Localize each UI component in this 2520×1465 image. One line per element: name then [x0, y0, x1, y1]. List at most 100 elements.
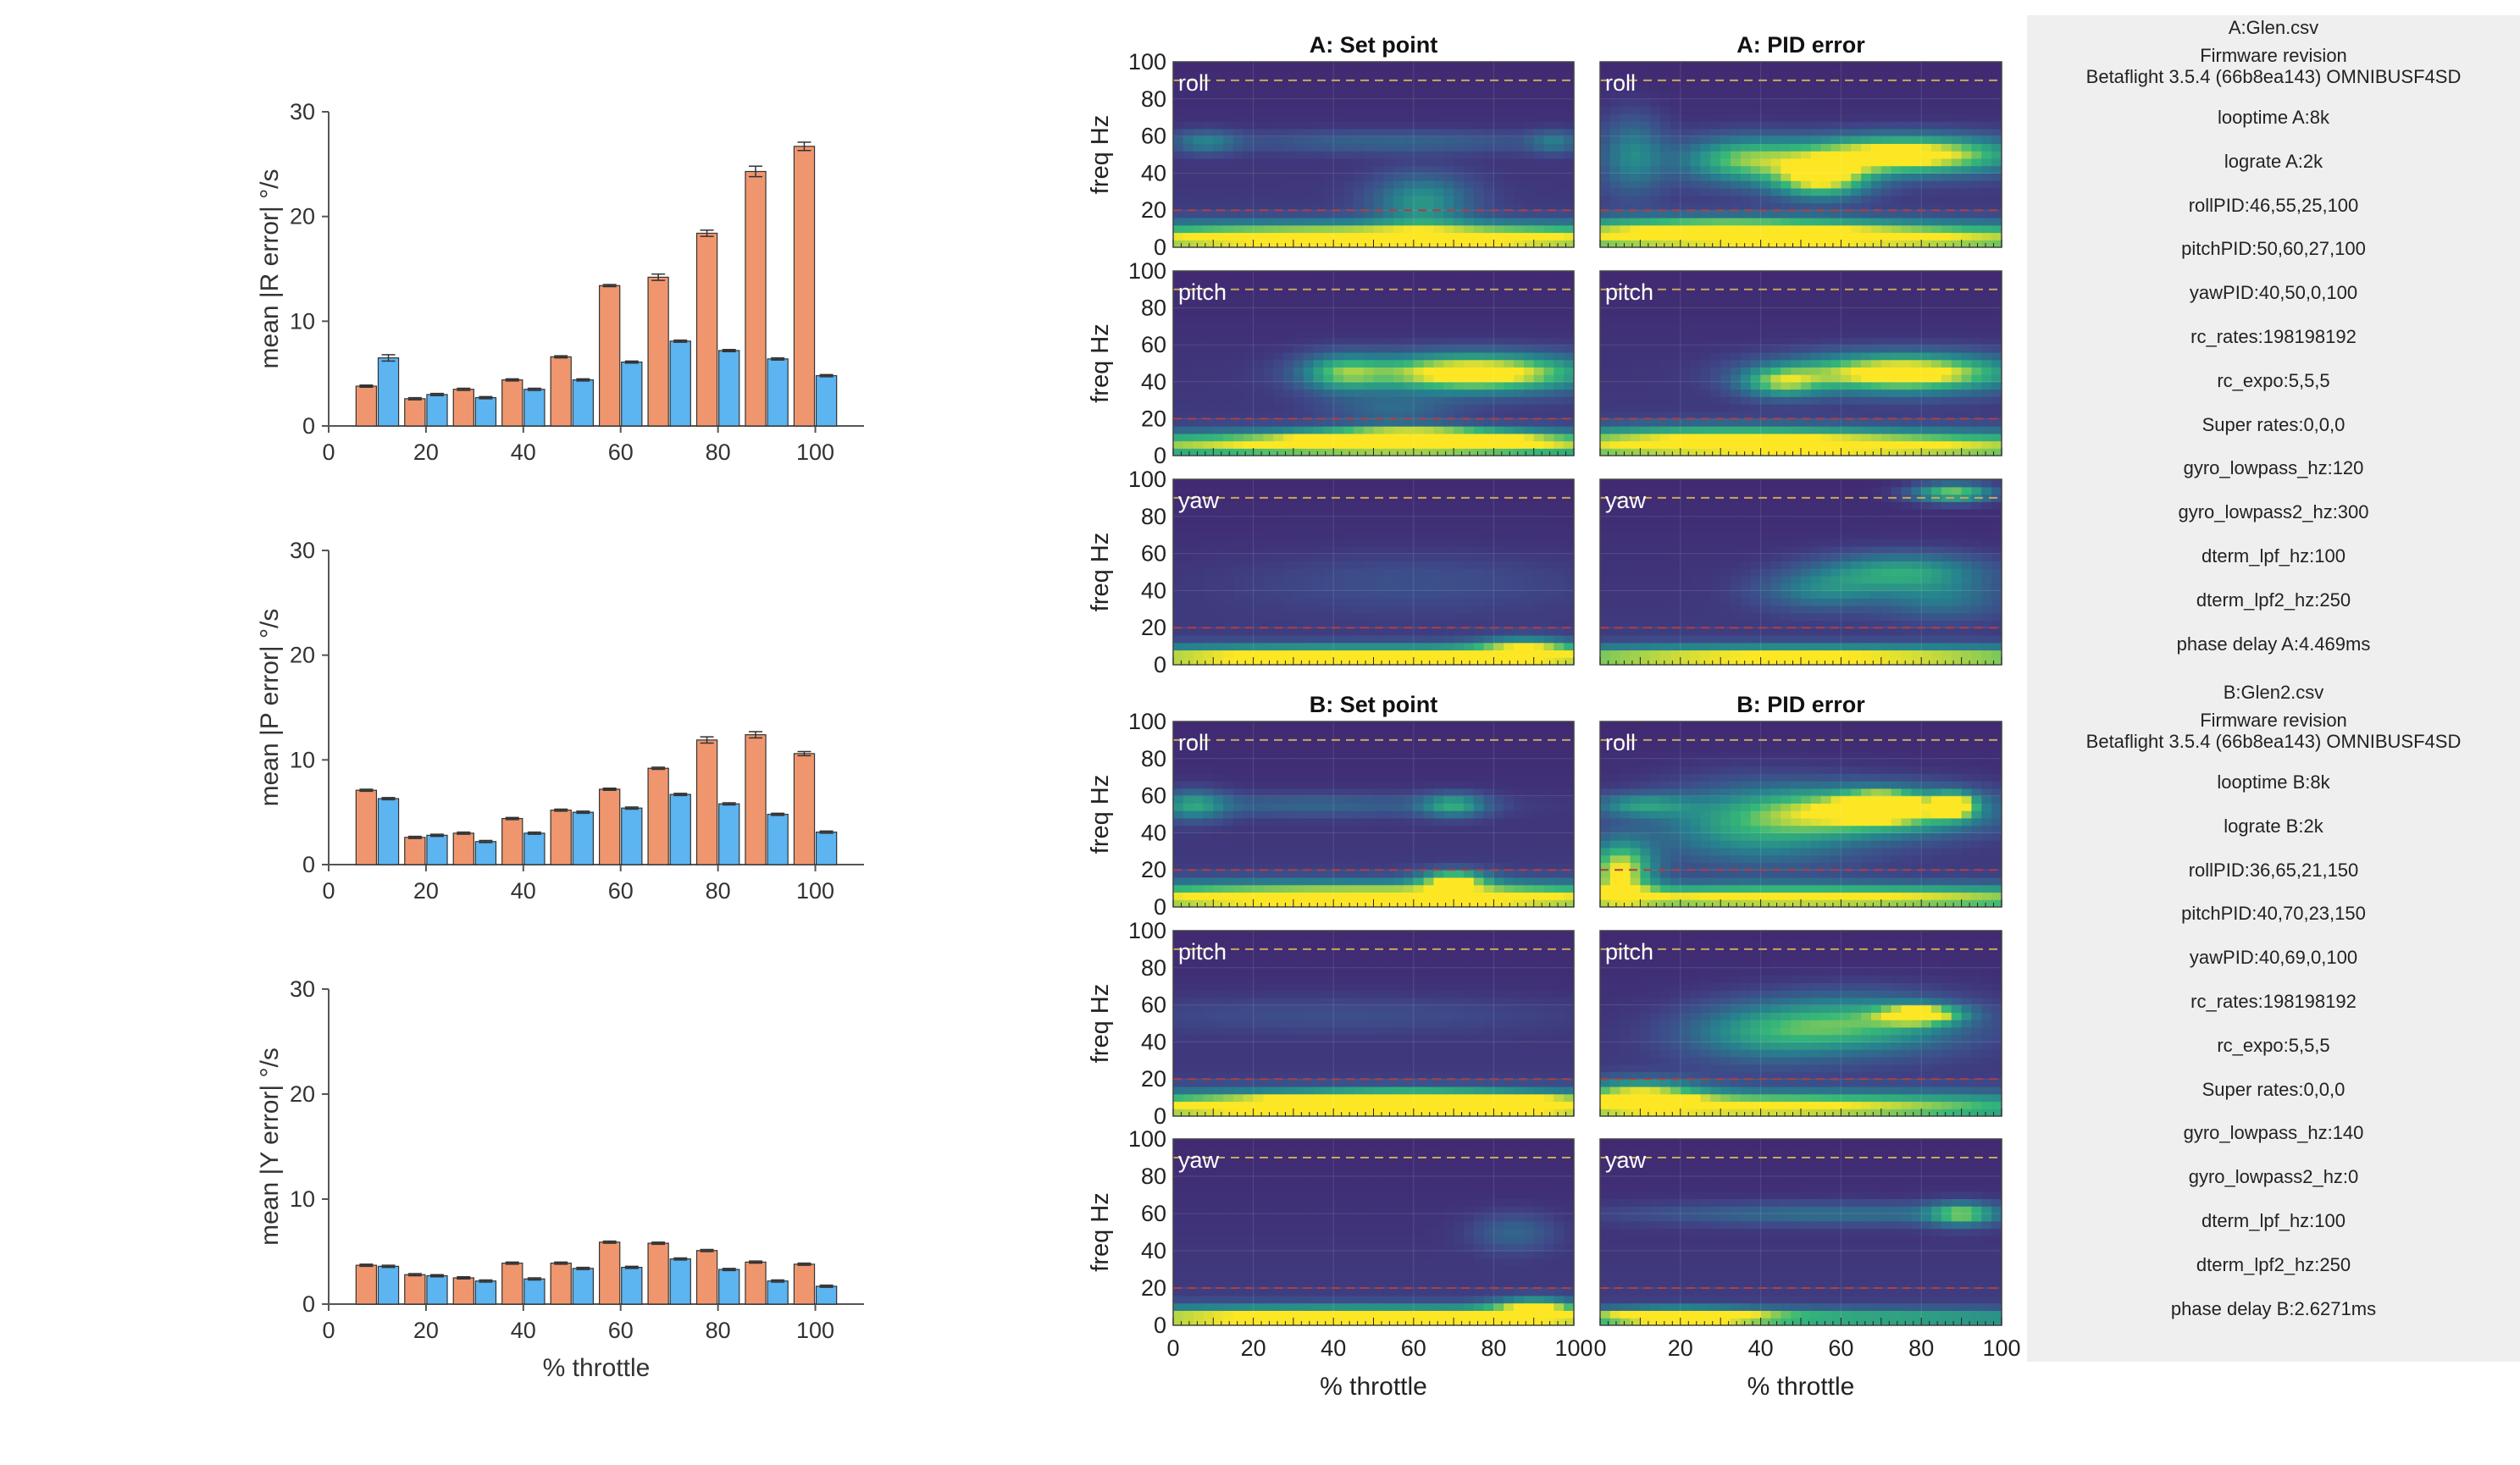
heat-cell	[1253, 158, 1265, 167]
heat-cell	[1203, 403, 1214, 412]
heat-cell	[1213, 121, 1224, 130]
heat-cell	[1232, 210, 1244, 218]
heat-cell	[1213, 612, 1224, 622]
heat-cell	[1680, 121, 1692, 130]
heat-cell	[1504, 180, 1515, 189]
heat-cell	[1554, 195, 1565, 204]
heat-cell	[1690, 307, 1702, 316]
heat-cell	[1423, 448, 1435, 456]
heat-cell	[1213, 345, 1224, 353]
heat-cell	[1680, 113, 1692, 122]
heat-cell	[1473, 98, 1485, 108]
heat-cell	[1433, 210, 1444, 218]
heat-cell	[1293, 501, 1304, 510]
heat-cell	[1283, 590, 1294, 599]
heat-cell	[1473, 135, 1485, 144]
heat-cell	[1383, 62, 1394, 70]
heat-cell	[1609, 426, 1621, 434]
heat-cell	[1493, 418, 1504, 427]
heat-cell	[1213, 135, 1224, 144]
heat-cell	[1971, 210, 1982, 218]
heat-cell	[1941, 315, 1952, 323]
heat-cell	[1640, 121, 1651, 130]
heat-cell	[1283, 165, 1294, 174]
heat-cell	[1600, 278, 1611, 287]
heat-cell	[1463, 121, 1475, 130]
heat-cell	[1253, 381, 1265, 390]
heat-cell	[1383, 180, 1394, 189]
heat-cell	[1403, 396, 1415, 405]
heat-cell	[1554, 98, 1565, 108]
heat-cell	[1443, 337, 1454, 346]
heat-cell	[1293, 539, 1304, 547]
heat-cell	[1182, 113, 1194, 122]
heat-cell	[1263, 523, 1274, 532]
heat-cell	[1273, 210, 1284, 218]
heat-cell	[1232, 135, 1244, 144]
heat-cell	[1203, 113, 1214, 122]
heat-cell	[1514, 121, 1525, 130]
heat-cell	[1750, 285, 1762, 294]
heat-cell	[1333, 433, 1344, 442]
heat-cell	[1830, 278, 1842, 287]
heat-cell	[1650, 367, 1661, 375]
heat-cell	[1323, 598, 1334, 606]
heat-cell	[1740, 135, 1752, 144]
heat-cell	[1353, 187, 1365, 196]
heat-cell	[1981, 374, 1992, 383]
heat-cell	[1523, 240, 1535, 248]
heat-cell	[1609, 187, 1621, 196]
heat-cell	[1514, 418, 1525, 427]
heat-cell	[1901, 113, 1912, 122]
heat-cell	[1243, 657, 1254, 666]
bar	[523, 1278, 546, 1305]
heat-cell	[1232, 106, 1244, 114]
heat-cell	[1463, 135, 1475, 144]
heat-cell	[1313, 516, 1324, 525]
heat-cell	[1423, 381, 1435, 390]
heat-cell	[1609, 240, 1621, 248]
heat-cell	[1609, 121, 1621, 130]
heat-cell	[1830, 143, 1842, 152]
heat-cell	[1891, 91, 1902, 100]
heat-cell	[1443, 315, 1454, 323]
heat-cell	[1333, 278, 1344, 287]
heat-cell	[1303, 69, 1315, 78]
heat-cell	[1383, 106, 1394, 114]
heat-cell	[1680, 224, 1692, 234]
heat-cell	[1283, 106, 1294, 114]
heat-cell	[1523, 173, 1535, 181]
heat-cell	[1971, 195, 1982, 204]
heat-cell	[1820, 381, 1832, 390]
heat-cell	[1504, 367, 1515, 375]
heat-cell	[1383, 84, 1394, 92]
heat-cell	[1609, 143, 1621, 152]
heat-cell	[1841, 165, 1852, 174]
heat-cell	[1660, 224, 1671, 234]
heat-cell	[1182, 523, 1194, 532]
y-axis-label: mean |R error| °/s	[256, 169, 284, 369]
heat-cell	[1710, 113, 1721, 122]
heat-cell	[1343, 128, 1354, 137]
heat-cell	[1373, 143, 1384, 152]
heat-cell	[1600, 374, 1611, 383]
heat-cell	[1173, 561, 1184, 569]
heat-cell	[1293, 553, 1304, 561]
heat-cell	[1941, 367, 1952, 375]
heat-cell	[1760, 448, 1772, 456]
heat-cell	[1810, 84, 1822, 92]
heat-cell	[1660, 62, 1671, 70]
heat-cell	[1911, 418, 1922, 427]
heat-cell	[1232, 418, 1244, 427]
heat-cell	[1700, 448, 1711, 456]
heat-cell	[1223, 539, 1234, 547]
heat-cell	[1383, 411, 1394, 419]
heat-cell	[1770, 158, 1781, 167]
heat-cell	[1851, 285, 1862, 294]
heat-cell	[1363, 293, 1375, 301]
heat-cell	[1961, 121, 1973, 130]
heat-cell	[1981, 396, 1992, 405]
heat-cell	[1243, 642, 1254, 651]
heat-cell	[1731, 84, 1742, 92]
heat-cell	[1253, 531, 1265, 539]
